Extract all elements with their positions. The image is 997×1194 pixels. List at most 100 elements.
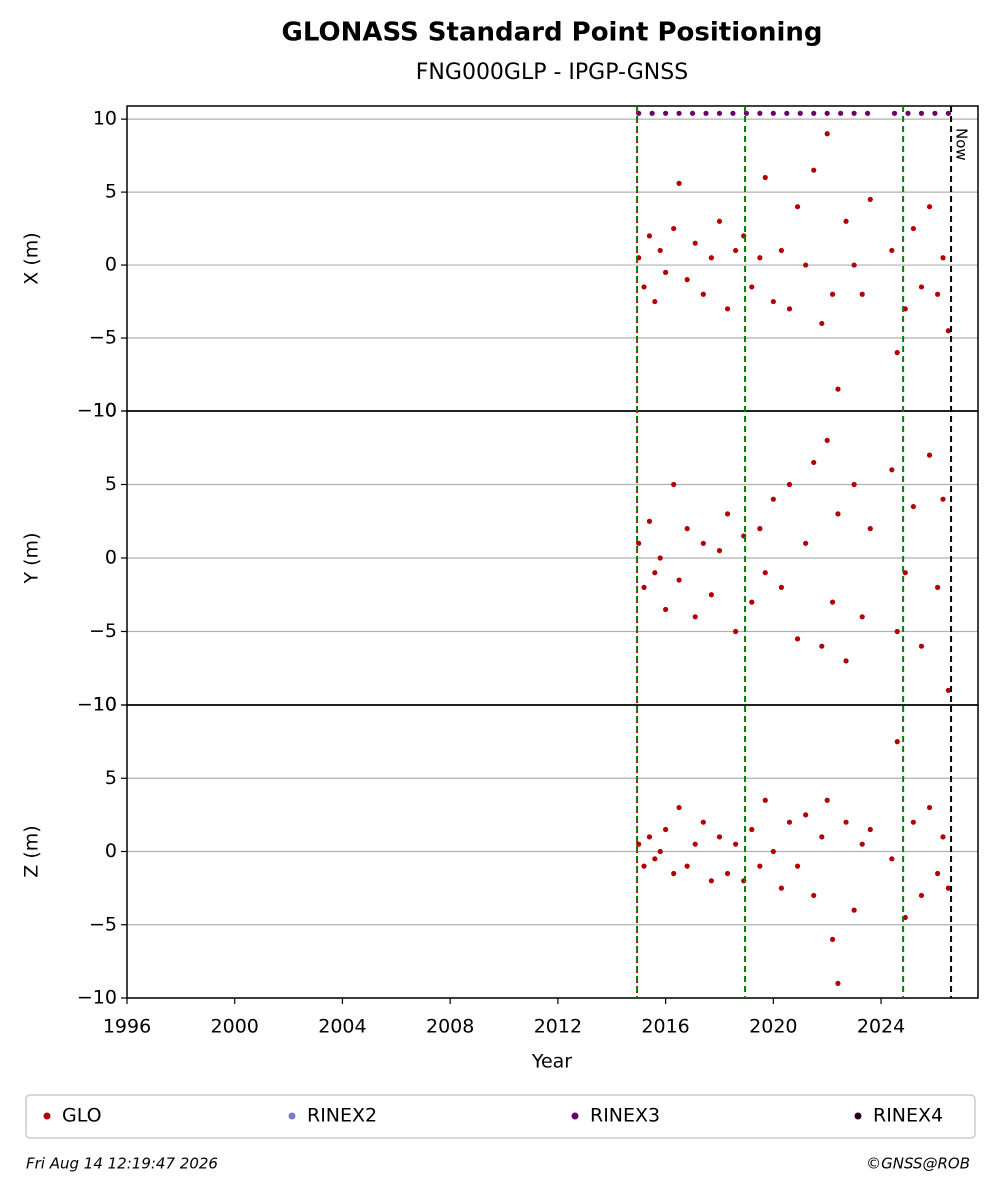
axes-frame xyxy=(126,704,979,999)
legend-label: GLO xyxy=(62,1105,102,1127)
x-tick-label: 2020 xyxy=(749,1016,797,1038)
chart-subtitle: FNG000GLP - IPGP-GNSS xyxy=(416,60,688,85)
data-point xyxy=(843,658,849,664)
legend-marker xyxy=(854,1112,862,1120)
data-point xyxy=(778,584,785,591)
data-point xyxy=(794,204,801,210)
y-tick-label: 0 xyxy=(105,840,117,862)
data-point xyxy=(867,196,873,202)
data-point xyxy=(829,936,836,943)
footer-credit: ©GNSS@ROB xyxy=(866,1155,970,1173)
data-point xyxy=(905,110,911,116)
data-point xyxy=(708,878,714,884)
data-point xyxy=(689,110,696,116)
y-axis-label: X (m) xyxy=(21,232,43,284)
data-point xyxy=(945,328,951,334)
data-point xyxy=(945,110,951,116)
data-point xyxy=(926,804,933,811)
legend-label: RINEX3 xyxy=(590,1105,660,1127)
data-point xyxy=(819,320,825,327)
data-point xyxy=(811,892,817,899)
data-point xyxy=(733,841,739,847)
data-point xyxy=(646,233,653,239)
data-point xyxy=(851,262,857,268)
y-axis-label: Z (m) xyxy=(21,825,43,877)
data-point xyxy=(641,284,647,290)
legend-marker xyxy=(288,1112,296,1120)
data-point xyxy=(918,110,925,116)
data-point xyxy=(829,599,836,605)
data-point xyxy=(824,131,830,137)
data-point xyxy=(724,511,731,517)
data-point xyxy=(749,284,755,290)
data-point xyxy=(652,298,658,305)
x-tick-label: 2000 xyxy=(211,1016,259,1038)
data-point xyxy=(652,856,658,862)
data-point xyxy=(910,819,916,825)
y-tick-label: −5 xyxy=(89,913,117,935)
data-point xyxy=(843,819,849,825)
data-point xyxy=(762,797,768,803)
data-point xyxy=(724,870,731,877)
data-point xyxy=(867,526,873,532)
data-point xyxy=(663,110,669,116)
chart-title: GLONASS Standard Point Positioning xyxy=(281,18,822,48)
data-point xyxy=(657,247,663,254)
data-point xyxy=(803,540,809,546)
data-point xyxy=(657,555,663,561)
y-tick-label: 10 xyxy=(93,694,117,716)
data-point xyxy=(676,577,682,583)
data-point xyxy=(692,841,698,847)
data-point xyxy=(733,247,739,254)
data-point xyxy=(700,540,706,546)
data-point xyxy=(657,848,663,855)
data-point xyxy=(935,291,941,297)
data-point xyxy=(641,584,647,591)
y-tick-label: −10 xyxy=(77,694,117,716)
data-point xyxy=(910,503,916,510)
data-point xyxy=(835,386,841,392)
data-point xyxy=(684,277,690,283)
data-point xyxy=(859,614,865,620)
data-point xyxy=(891,110,898,116)
data-point xyxy=(819,643,825,649)
legend-marker xyxy=(43,1112,51,1120)
data-point xyxy=(838,110,844,116)
data-point xyxy=(716,834,723,840)
data-point xyxy=(724,306,731,312)
data-point xyxy=(733,628,739,635)
data-point xyxy=(757,863,763,869)
x-tick-label: 1996 xyxy=(103,1016,151,1038)
y-tick-label: −5 xyxy=(89,327,117,349)
data-point xyxy=(811,110,817,116)
data-point xyxy=(700,819,706,825)
data-point xyxy=(918,643,925,649)
data-point xyxy=(889,247,895,254)
event-label: Now xyxy=(953,128,971,161)
legend-marker xyxy=(571,1112,579,1120)
data-point xyxy=(894,628,900,635)
data-point xyxy=(926,204,933,210)
data-point xyxy=(646,518,653,524)
x-tick-label: 2004 xyxy=(318,1016,366,1038)
y-tick-label: 10 xyxy=(93,108,117,130)
x-tick-label: 2016 xyxy=(641,1016,689,1038)
data-point xyxy=(819,834,825,840)
data-point xyxy=(716,218,723,224)
data-point xyxy=(940,834,946,840)
data-point xyxy=(797,110,803,116)
data-point xyxy=(663,606,669,613)
y-tick-label: 0 xyxy=(105,254,117,276)
data-point xyxy=(935,584,941,591)
data-point xyxy=(770,496,776,502)
data-point xyxy=(824,110,830,116)
data-point xyxy=(945,885,951,891)
data-point xyxy=(829,291,836,297)
data-point xyxy=(757,110,763,116)
data-point xyxy=(918,284,925,290)
y-tick-label: −5 xyxy=(89,620,117,642)
data-point xyxy=(803,812,809,818)
data-point xyxy=(859,841,865,847)
data-point xyxy=(708,592,714,598)
